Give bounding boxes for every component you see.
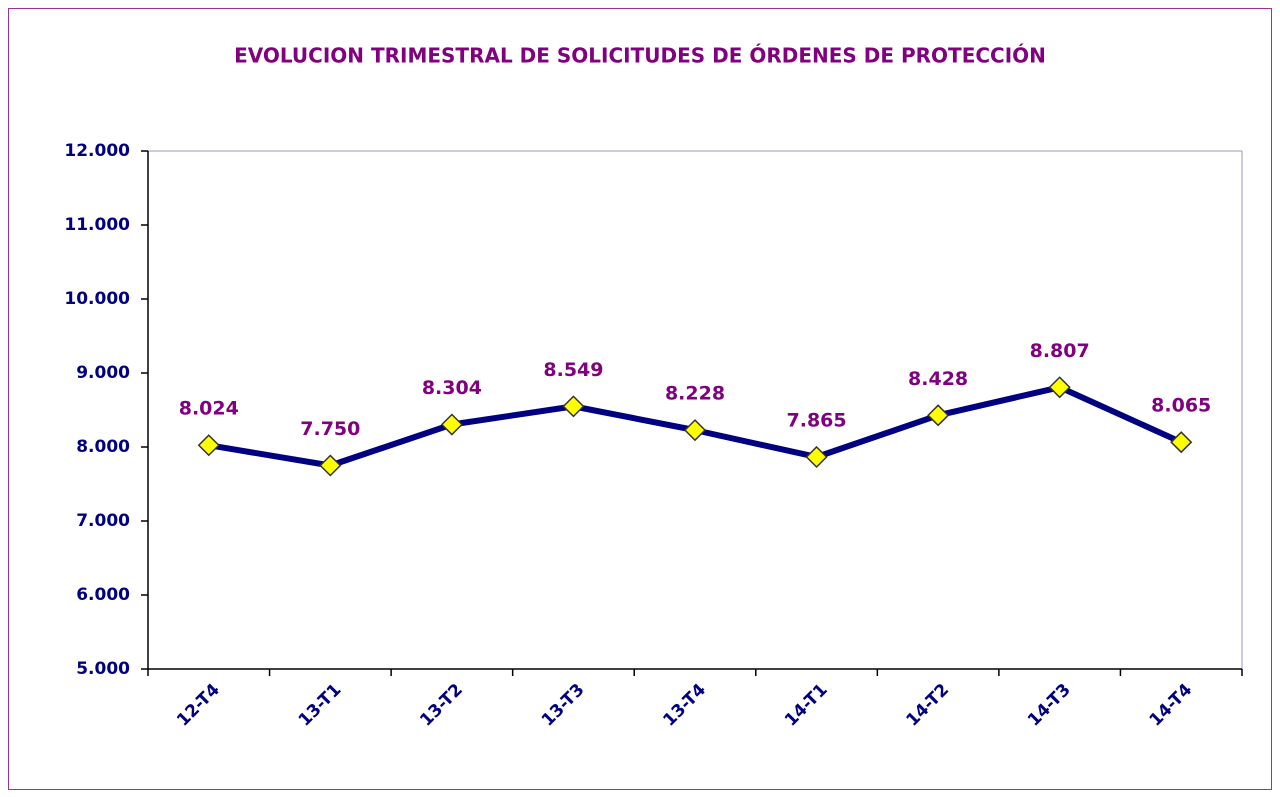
y-tick-label: 8.000 [76,437,130,457]
data-label: 8.304 [422,377,482,399]
data-label: 8.428 [908,368,968,390]
data-label: 8.549 [543,359,603,381]
y-tick-label: 9.000 [76,363,130,383]
data-label: 8.228 [665,383,725,405]
data-label: 8.065 [1151,395,1211,417]
data-label: 8.807 [1030,340,1090,362]
marker [319,454,342,477]
data-label: 7.750 [300,418,360,440]
y-tick-label: 5.000 [76,659,130,679]
y-tick-label: 7.000 [76,511,130,531]
y-tick-label: 6.000 [76,585,130,605]
marker [683,419,707,442]
data-label: 7.865 [787,409,847,431]
marker [197,434,220,457]
marker [1170,431,1193,454]
chart-title: EVOLUCION TRIMESTRAL DE SOLICITUDES DE Ó… [234,44,1046,68]
data-label: 8.024 [179,398,239,420]
marker [927,404,950,427]
marker [805,445,828,469]
chart-frame [8,8,1272,790]
marker [1048,376,1071,399]
y-tick-label: 10.000 [64,289,130,309]
y-tick-label: 12.000 [64,141,130,161]
y-tick-label: 11.000 [64,215,130,235]
marker [562,395,585,418]
marker [440,413,463,436]
